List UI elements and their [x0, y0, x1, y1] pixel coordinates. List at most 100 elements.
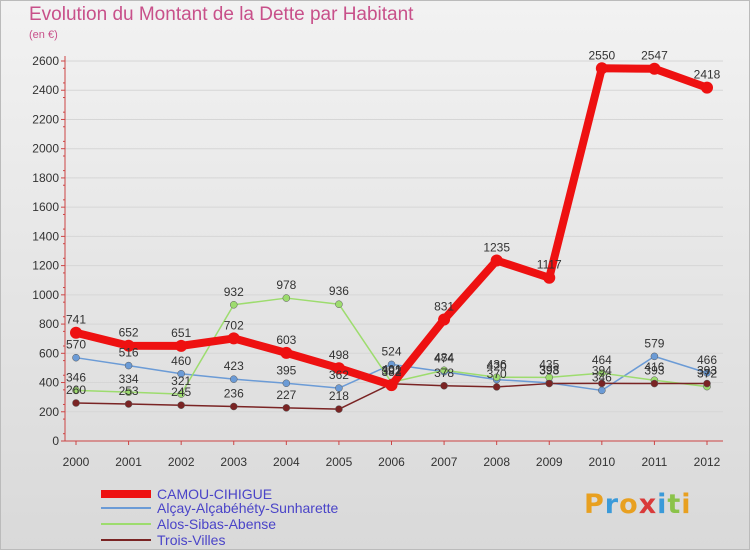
data-label: 378	[434, 366, 454, 380]
data-label: 603	[276, 333, 296, 347]
data-point	[490, 254, 503, 267]
data-label: 436	[487, 357, 507, 371]
data-point	[545, 379, 553, 388]
x-tick-label: 2002	[168, 455, 195, 469]
data-label: 370	[487, 367, 507, 381]
data-point	[227, 332, 240, 345]
data-label: 382	[381, 365, 401, 379]
data-point	[72, 353, 80, 362]
data-point	[335, 405, 343, 413]
data-label: 652	[119, 326, 139, 340]
data-point	[440, 366, 448, 375]
legend-swatch	[101, 523, 151, 525]
legend-label: Trois-Villes	[157, 532, 226, 548]
data-point	[332, 362, 345, 375]
data-point	[280, 346, 293, 359]
data-label: 2547	[641, 49, 668, 63]
y-tick-label: 1800	[32, 171, 59, 185]
data-point	[335, 300, 343, 308]
data-label: 932	[224, 285, 244, 299]
data-point	[124, 388, 133, 396]
data-label: 372	[697, 367, 717, 381]
y-tick-label: 600	[39, 346, 59, 360]
y-tick-label: 1000	[32, 288, 59, 302]
data-label: 423	[224, 359, 244, 373]
data-label: 435	[539, 357, 559, 371]
data-label: 702	[224, 318, 244, 332]
x-tick-label: 2012	[694, 455, 721, 469]
x-tick-label: 2004	[273, 455, 300, 469]
data-point	[438, 313, 451, 326]
data-label: 741	[66, 313, 86, 327]
data-point	[701, 81, 713, 94]
data-label: 393	[539, 364, 559, 378]
data-point	[648, 62, 661, 75]
data-label: 516	[119, 346, 139, 360]
x-tick-label: 2007	[431, 455, 458, 469]
data-point	[595, 62, 608, 75]
x-tick-label: 2011	[642, 455, 668, 469]
data-label: 460	[171, 354, 191, 368]
data-point	[492, 383, 501, 391]
data-label: 484	[434, 350, 454, 364]
y-tick-label: 2400	[32, 83, 59, 97]
logo-letter: i	[681, 489, 692, 520]
data-point	[598, 369, 606, 377]
y-tick-label: 800	[39, 317, 59, 331]
data-point	[598, 379, 606, 388]
data-point	[230, 375, 238, 383]
data-point	[230, 301, 238, 309]
chart-subtitle: (en €)	[29, 29, 58, 41]
data-label: 2418	[694, 68, 721, 82]
data-point	[282, 294, 291, 302]
data-point	[703, 369, 711, 377]
legend-swatch	[101, 490, 151, 498]
data-label: 936	[329, 284, 349, 298]
data-point	[282, 379, 291, 388]
x-tick-label: 2003	[220, 455, 247, 469]
chart-title: Evolution du Montant de la Dette par Hab…	[29, 4, 414, 25]
legend-label: Alçay-Alçabéhéty-Sunharette	[157, 500, 339, 516]
data-label: 416	[644, 360, 664, 374]
x-tick-label: 2001	[115, 455, 142, 469]
data-label: 579	[644, 336, 664, 350]
data-point	[72, 399, 80, 407]
data-label: 245	[171, 385, 191, 399]
data-point	[650, 379, 659, 388]
y-tick-label: 1600	[32, 200, 59, 214]
data-point	[177, 390, 185, 398]
data-point	[72, 386, 80, 395]
legend-swatch	[101, 507, 151, 509]
logo-letter: o	[619, 489, 639, 520]
legend-label: Alos-Sibas-Abense	[157, 516, 277, 532]
data-point	[650, 352, 659, 361]
data-label: 236	[224, 387, 244, 401]
logo-letter: r	[604, 489, 620, 520]
data-point	[543, 271, 556, 284]
data-label: 334	[119, 372, 139, 386]
data-label: 321	[171, 374, 191, 388]
data-label: 466	[697, 353, 717, 367]
data-point	[492, 373, 501, 382]
x-tick-label: 2005	[326, 455, 353, 469]
x-tick-label: 2009	[536, 455, 563, 469]
data-label: 392	[381, 364, 401, 378]
legend-item-alcay: Alçay-Alçabéhéty-Sunharette	[101, 500, 339, 516]
data-point	[703, 379, 711, 388]
data-label: 464	[592, 353, 612, 367]
legend-swatch	[101, 539, 151, 541]
data-label: 393	[644, 364, 664, 378]
data-point	[387, 360, 396, 369]
data-label: 346	[592, 370, 612, 384]
legend-item-trois-villes: Trois-Villes	[101, 532, 226, 548]
data-point	[124, 400, 133, 408]
data-label: 362	[329, 368, 349, 382]
y-tick-label: 0	[52, 434, 59, 448]
data-point	[335, 384, 343, 392]
legend-item-camou-cihigue: CAMOU-CIHIGUE	[101, 486, 272, 502]
data-point	[598, 386, 606, 395]
y-tick-label: 2600	[32, 54, 59, 68]
data-label: 393	[697, 364, 717, 378]
data-label: 227	[276, 388, 296, 402]
